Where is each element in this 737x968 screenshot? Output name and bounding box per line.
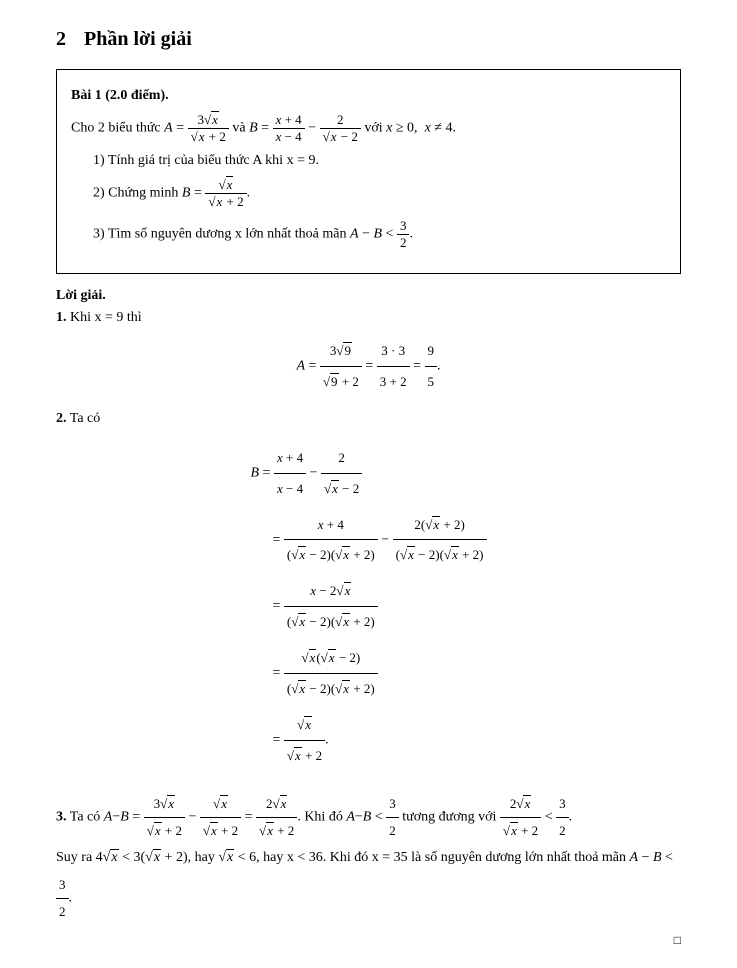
sol-part3-line: 3. Ta có A−B = 3√x√x + 2 − √x√x + 2 = 2√… xyxy=(56,791,681,925)
qed-mark: □ xyxy=(56,933,681,948)
frac-q2: √x √x + 2 xyxy=(205,177,246,210)
sol-3-text-b: Ta có xyxy=(70,809,104,824)
B-expr: B xyxy=(249,121,258,136)
sol-3-num: 3. xyxy=(56,809,67,824)
intro-text-c: với xyxy=(364,121,386,136)
question-2: 2) Chứng minh B = √x √x + 2 . xyxy=(71,177,666,210)
sol-part2-line: 2. Ta có xyxy=(56,411,681,427)
solution-head: Lời giải. xyxy=(56,288,681,304)
sol-2-math: B = x + 4x − 4 − 2√x − 2 = x + 4(√x − 2)… xyxy=(56,437,681,777)
sol-1-text: Khi x = 9 thì xyxy=(67,310,142,325)
q3-text: 3) Tìm số nguyên dương x lớn nhất thoả m… xyxy=(93,227,350,242)
sol-2-num: 2. xyxy=(56,411,67,426)
question-3: 3) Tìm số nguyên dương x lớn nhất thoả m… xyxy=(71,218,666,251)
sol-3-text-f: , hay xyxy=(188,850,219,865)
sol-2-text: Ta có xyxy=(67,411,101,426)
section-number: 2 xyxy=(56,28,66,50)
A-expr: A xyxy=(164,121,173,136)
frac-q3: 32 xyxy=(397,218,410,251)
sol-part1-line: 1. Khi x = 9 thì xyxy=(56,310,681,326)
frac-A: 3√x √x + 2 xyxy=(188,112,229,145)
sol-3-text-e: Suy ra xyxy=(56,850,96,865)
problem-box: Bài 1 (2.0 điểm). Cho 2 biểu thức A = 3√… xyxy=(56,69,681,274)
frac-B2: 2 √x − 2 xyxy=(320,112,361,145)
frac-B1: x + 4 x − 4 xyxy=(273,112,305,145)
intro-text-b: và xyxy=(232,121,249,136)
cond-1: x xyxy=(386,121,392,136)
sol-3-text-d: tương đương với xyxy=(402,809,500,824)
sol-1-num: 1. xyxy=(56,310,67,325)
sol-3-text-c: . Khi đó xyxy=(297,809,346,824)
sol-1-math: A = 3√9√9 + 2 = 3 · 33 + 2 = 95. xyxy=(56,336,681,397)
intro-text-a: Cho 2 biểu thức xyxy=(71,121,164,136)
sol-3-text-g: , hay x < 36. Khi đó x = 35 là số nguyên… xyxy=(256,850,629,865)
problem-head-line: Bài 1 (2.0 điểm). xyxy=(71,88,666,104)
question-1: 1) Tính giá trị của biểu thức A khi x = … xyxy=(71,153,666,169)
page: 2 Phần lời giải Bài 1 (2.0 điểm). Cho 2 b… xyxy=(0,0,737,968)
q2-text: 2) Chứng minh xyxy=(93,186,182,201)
problem-intro: Cho 2 biểu thức A = 3√x √x + 2 và B = x … xyxy=(71,112,666,145)
problem-head: Bài 1 (2.0 điểm). xyxy=(71,88,169,103)
section-heading: 2 Phần lời giải xyxy=(56,28,681,51)
section-title: Phần lời giải xyxy=(84,28,192,50)
